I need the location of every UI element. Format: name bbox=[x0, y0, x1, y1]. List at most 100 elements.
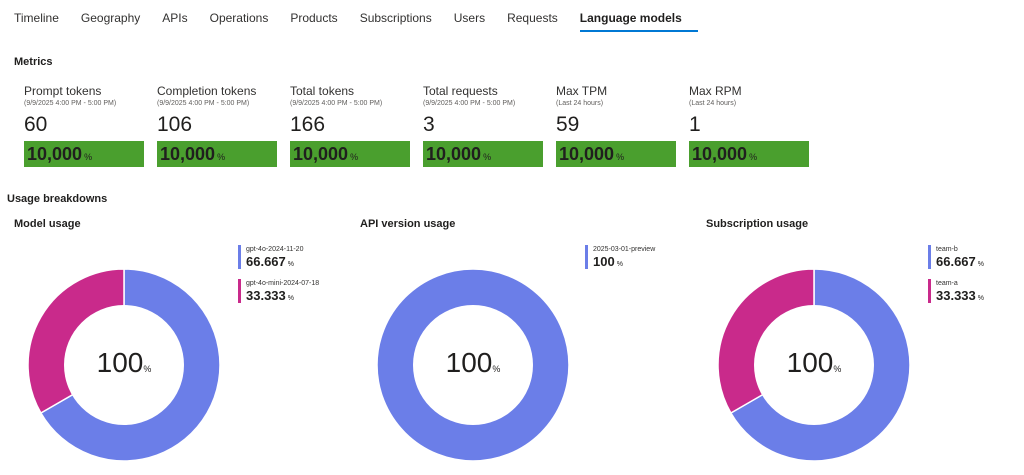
metric-bar-unit: % bbox=[84, 151, 93, 162]
metric-value: 59 bbox=[556, 113, 580, 136]
donut-center-label: 100% bbox=[363, 347, 583, 379]
legend: team-b 66.667% team-a 33.333% bbox=[928, 245, 984, 313]
donut-chart bbox=[376, 268, 570, 462]
metric-bar-unit: % bbox=[749, 151, 758, 162]
metric-subtitle: (Last 24 hours) bbox=[556, 100, 604, 107]
donut-hole bbox=[754, 305, 874, 425]
legend-item[interactable]: gpt-4o-2024-11-20 66.667% bbox=[238, 245, 319, 272]
metric-bar-value: 10,000 bbox=[559, 144, 615, 164]
metric-bar: 10,000% bbox=[157, 141, 277, 167]
metric-title: Prompt tokens bbox=[24, 84, 102, 98]
legend-unit: % bbox=[977, 261, 984, 268]
legend-swatch bbox=[928, 245, 931, 269]
donut-center-label: 100% bbox=[704, 347, 924, 379]
metric-bar-value: 10,000 bbox=[160, 144, 216, 164]
legend-label: gpt-4o-2024-11-20 bbox=[246, 246, 304, 253]
tab-apis[interactable]: APIs bbox=[162, 11, 188, 25]
metric-bar-unit: % bbox=[483, 151, 492, 162]
tab-users[interactable]: Users bbox=[453, 11, 486, 25]
legend-swatch bbox=[928, 279, 931, 303]
metrics-row: Prompt tokens (9/9/2025 4:00 PM - 5:00 P… bbox=[24, 85, 822, 167]
metric-title: Completion tokens bbox=[157, 84, 257, 98]
metric-subtitle: (9/9/2025 4:00 PM - 5:00 PM) bbox=[157, 100, 250, 107]
legend-value: 33.333 bbox=[246, 288, 286, 303]
legend: 2025-03-01-preview 100% bbox=[585, 245, 655, 279]
legend-value: 66.667 bbox=[246, 254, 286, 269]
metric-value: 106 bbox=[157, 113, 193, 136]
tab-bar: Timeline Geography APIs Operations Produ… bbox=[14, 0, 704, 32]
metric-bar-value: 10,000 bbox=[27, 144, 83, 164]
legend-value: 100 bbox=[593, 254, 615, 269]
metric-bar-value: 10,000 bbox=[293, 144, 349, 164]
legend-item[interactable]: 2025-03-01-preview 100% bbox=[585, 245, 655, 272]
legend-swatch bbox=[585, 245, 588, 269]
tab-requests[interactable]: Requests bbox=[507, 11, 558, 25]
legend-unit: % bbox=[287, 295, 294, 302]
center-unit: % bbox=[143, 364, 152, 374]
legend-unit: % bbox=[616, 261, 623, 268]
legend-swatch bbox=[238, 279, 241, 303]
metric-bar-value: 10,000 bbox=[692, 144, 748, 164]
tab-products[interactable]: Products bbox=[290, 11, 338, 25]
metric-bar: 10,000% bbox=[24, 141, 144, 167]
tab-timeline[interactable]: Timeline bbox=[14, 11, 59, 25]
metric-bar: 10,000% bbox=[423, 141, 543, 167]
metric-bar-unit: % bbox=[350, 151, 359, 162]
legend-unit: % bbox=[287, 261, 294, 268]
metric-bar-unit: % bbox=[616, 151, 625, 162]
metric-value: 1 bbox=[689, 113, 701, 136]
legend-label: 2025-03-01-preview bbox=[593, 246, 656, 253]
legend-item[interactable]: gpt-4o-mini-2024-07-18 33.333% bbox=[238, 279, 319, 306]
metric-bar-unit: % bbox=[217, 151, 226, 162]
chart-title: Model usage bbox=[14, 218, 81, 230]
donut-chart bbox=[27, 268, 221, 462]
metric-tile-prompt-tokens: Prompt tokens (9/9/2025 4:00 PM - 5:00 P… bbox=[24, 85, 157, 167]
tab-operations[interactable]: Operations bbox=[209, 11, 269, 25]
metric-bar: 10,000% bbox=[556, 141, 676, 167]
metric-tile-max-tpm: Max TPM (Last 24 hours) 59 10,000% bbox=[556, 85, 689, 167]
subscription-usage-chart: Subscription usage 100% team-b 66.667% t… bbox=[706, 218, 1024, 473]
legend-label: team-b bbox=[936, 246, 958, 253]
chart-title: Subscription usage bbox=[706, 218, 809, 230]
legend-value: 66.667 bbox=[936, 254, 976, 269]
metric-tile-max-rpm: Max RPM (Last 24 hours) 1 10,000% bbox=[689, 85, 822, 167]
metric-title: Total tokens bbox=[290, 84, 355, 98]
metric-tile-total-requests: Total requests (9/9/2025 4:00 PM - 5:00 … bbox=[423, 85, 556, 167]
metric-bar: 10,000% bbox=[689, 141, 809, 167]
tab-geography[interactable]: Geography bbox=[80, 11, 141, 25]
metric-value: 166 bbox=[290, 113, 326, 136]
metric-title: Max TPM bbox=[556, 84, 608, 98]
legend: gpt-4o-2024-11-20 66.667% gpt-4o-mini-20… bbox=[238, 245, 319, 313]
api-version-usage-chart: API version usage 100% 2025-03-01-previe… bbox=[360, 218, 700, 473]
legend-swatch bbox=[238, 245, 241, 269]
center-value: 100 bbox=[786, 347, 834, 378]
metric-value: 60 bbox=[24, 113, 48, 136]
metric-subtitle: (9/9/2025 4:00 PM - 5:00 PM) bbox=[423, 100, 516, 107]
tab-subscriptions[interactable]: Subscriptions bbox=[359, 11, 432, 25]
center-unit: % bbox=[492, 364, 501, 374]
legend-value: 33.333 bbox=[936, 288, 976, 303]
metric-bar-value: 10,000 bbox=[426, 144, 482, 164]
metric-tile-total-tokens: Total tokens (9/9/2025 4:00 PM - 5:00 PM… bbox=[290, 85, 423, 167]
metric-title: Total requests bbox=[423, 84, 498, 98]
donut-chart bbox=[717, 268, 911, 462]
metric-subtitle: (Last 24 hours) bbox=[689, 100, 737, 107]
donut-hole bbox=[64, 305, 184, 425]
legend-item[interactable]: team-a 33.333% bbox=[928, 279, 984, 306]
metric-title: Max RPM bbox=[689, 84, 742, 98]
metrics-heading: Metrics bbox=[14, 56, 53, 68]
legend-label: gpt-4o-mini-2024-07-18 bbox=[246, 280, 320, 287]
metric-tile-completion-tokens: Completion tokens (9/9/2025 4:00 PM - 5:… bbox=[157, 85, 290, 167]
usage-breakdowns-heading: Usage breakdowns bbox=[7, 193, 108, 205]
legend-unit: % bbox=[977, 295, 984, 302]
donut-hole bbox=[413, 305, 533, 425]
chart-title: API version usage bbox=[360, 218, 456, 230]
model-usage-chart: Model usage 100% gpt-4o-2024-11-20 66.66… bbox=[14, 218, 354, 473]
center-value: 100 bbox=[445, 347, 493, 378]
legend-item[interactable]: team-b 66.667% bbox=[928, 245, 984, 272]
metric-bar: 10,000% bbox=[290, 141, 410, 167]
tab-language-models[interactable]: Language models bbox=[579, 0, 698, 32]
legend-label: team-a bbox=[936, 280, 958, 287]
metric-value: 3 bbox=[423, 113, 435, 136]
donut-center-label: 100% bbox=[14, 347, 234, 379]
